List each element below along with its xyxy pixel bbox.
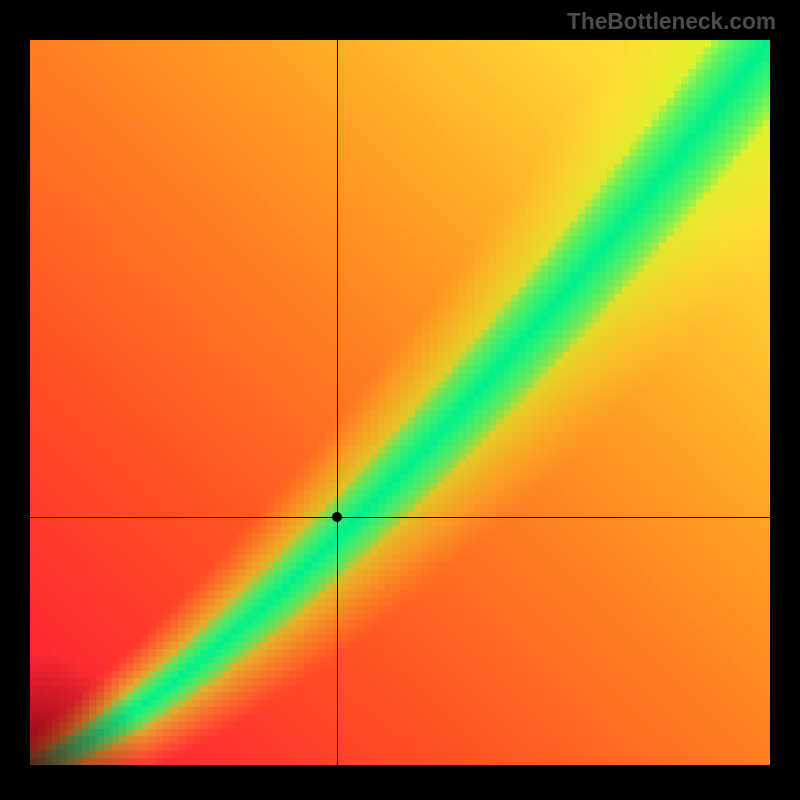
watermark-label: TheBottleneck.com <box>567 8 776 35</box>
heatmap-plot <box>30 40 770 765</box>
heatmap-canvas <box>30 40 770 765</box>
figure-container: { "figure": { "width_px": 800, "height_p… <box>0 0 800 800</box>
